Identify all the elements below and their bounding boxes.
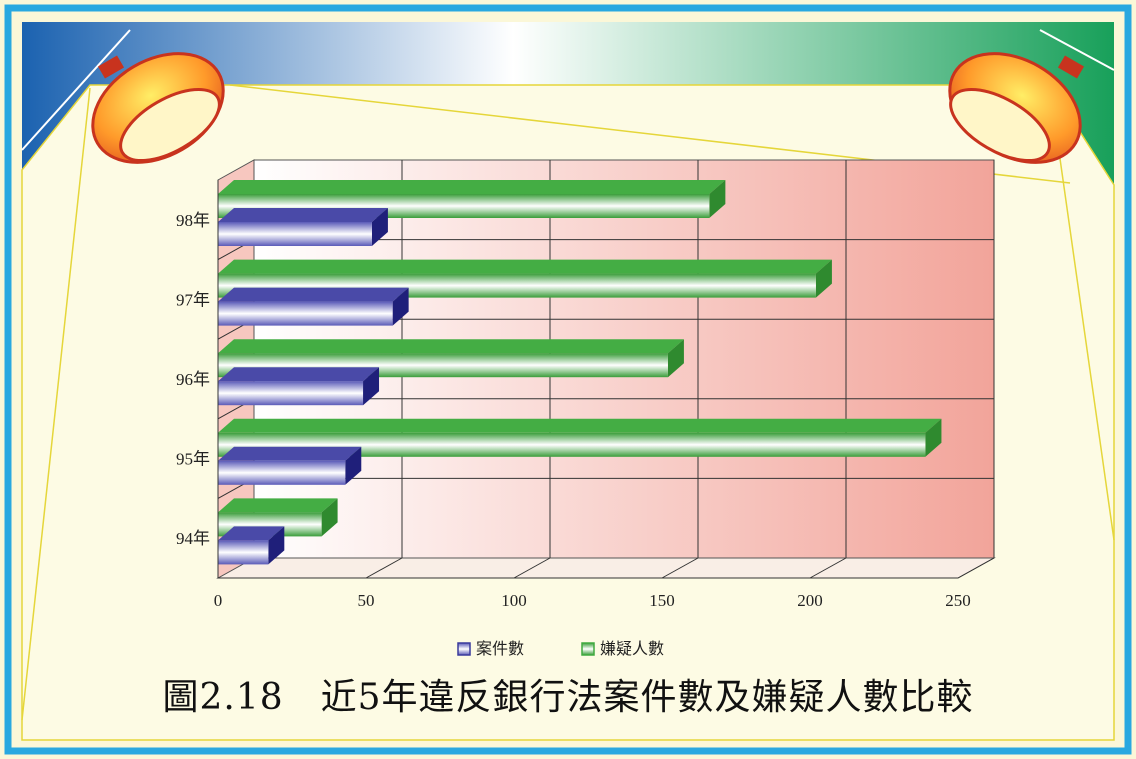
gridline-floor (809, 557, 847, 579)
y-tick-label: 97年 (176, 290, 210, 309)
bar-suspects-top (218, 498, 338, 513)
bar-suspects-side (815, 259, 832, 298)
bar-cases-side (363, 367, 380, 406)
y-tick-label: 95年 (176, 450, 210, 469)
bar-suspects-top (218, 339, 684, 354)
bar-suspects-top (218, 180, 726, 194)
bar-suspects-side (321, 498, 338, 537)
y-tick-label: 98年 (176, 211, 210, 230)
legend-label: 案件數 (476, 639, 524, 658)
spot-line-left (21, 87, 91, 721)
spotlight-left-icon (91, 52, 225, 164)
x-tick-label: 100 (501, 591, 527, 610)
corner-line-right (1039, 29, 1115, 71)
legend-swatch (581, 642, 595, 656)
bar-cases-top (218, 367, 380, 382)
bar-cases-side (392, 287, 409, 326)
x-tick-label: 200 (797, 591, 823, 610)
corner-line-left (21, 29, 131, 151)
bar-cases-side (371, 208, 388, 246)
bar-cases-top (218, 208, 388, 222)
bar-cases (218, 301, 393, 326)
bar-cases-top (218, 446, 362, 461)
bar-cases (218, 222, 372, 246)
bar-suspects-side (925, 418, 942, 457)
bar-cases-side (345, 446, 362, 485)
bar-suspects-side (667, 339, 684, 378)
bar-cases-side (268, 526, 285, 565)
plot-area: 0 50 100 150 200 250 98年 97年 96年 95年 94年 (176, 159, 996, 610)
gridline-floor (513, 557, 551, 579)
x-tick-label: 250 (945, 591, 971, 610)
x-tick-label: 0 (214, 591, 223, 610)
bar-suspects-top (218, 259, 832, 274)
y-tick-label: 94年 (176, 529, 210, 548)
bar-cases (218, 460, 346, 485)
gridline-floor (365, 557, 403, 579)
floor (216, 557, 996, 579)
x-tick-label: 50 (358, 591, 375, 610)
spotlight-right-icon (948, 52, 1085, 164)
x-tick-label: 150 (649, 591, 675, 610)
legend-label: 嫌疑人數 (600, 639, 664, 658)
bar-suspects-top (218, 418, 942, 433)
gridline-floor (957, 557, 995, 579)
legend: 案件數 嫌疑人數 (457, 639, 664, 658)
legend-swatch (457, 642, 471, 656)
bar-cases-top (218, 287, 409, 302)
y-tick-label: 96年 (176, 370, 210, 389)
figure-caption: 圖2.18 近5年違反銀行法案件數及嫌疑人數比較 (162, 677, 974, 718)
gridline-floor (661, 557, 699, 579)
frame-border (4, 4, 1132, 755)
bar-suspects-side (709, 180, 726, 218)
bar-cases-top (218, 526, 285, 541)
bar-cases (218, 540, 269, 565)
bar-cases (218, 381, 364, 406)
spot-line-right (1049, 87, 1115, 541)
